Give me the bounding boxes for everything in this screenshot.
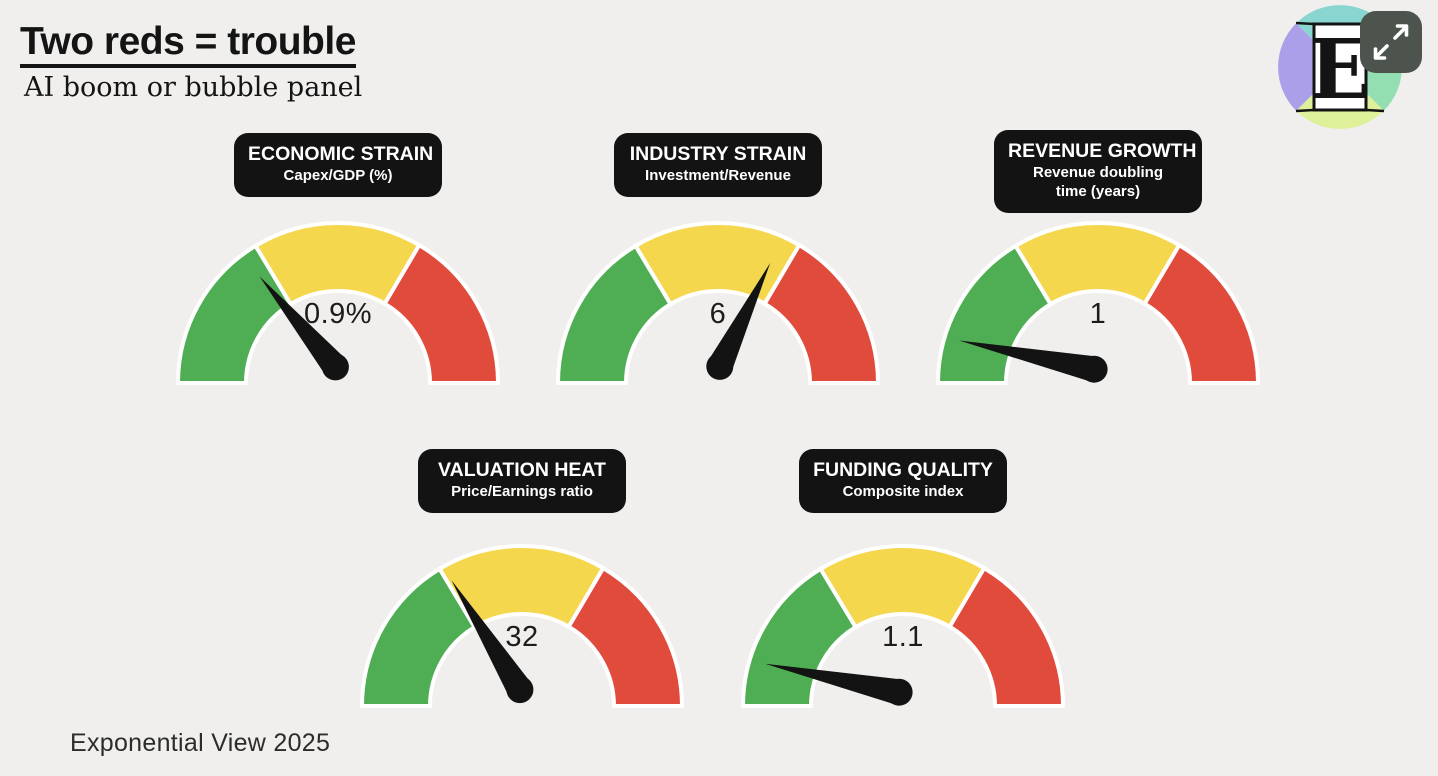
- gauge-segment-red: [1142, 243, 1260, 385]
- gauge-value: 1: [1089, 298, 1107, 330]
- footer-credit: Exponential View 2025: [70, 729, 331, 757]
- page-subtitle: AI boom or bubble panel: [24, 72, 363, 103]
- gauge-needle: [451, 580, 531, 697]
- gauge-title: VALUATION HEAT: [438, 459, 606, 481]
- gauge-needle-hub: [1080, 355, 1108, 383]
- gauge-needle: [765, 663, 902, 705]
- expand-icon: [1373, 24, 1409, 60]
- gauge-needle: [259, 276, 346, 376]
- gauge-value: 1.1: [882, 621, 924, 653]
- gauge-title: ECONOMIC STRAIN: [248, 143, 434, 165]
- gauge-value: 0.9%: [303, 298, 373, 330]
- gauge-needle-hub: [885, 678, 913, 706]
- gauge-dial: [926, 211, 1270, 402]
- gauge-dial: [731, 534, 1075, 725]
- gauge-label-pill: VALUATION HEAT Price/Earnings ratio: [418, 449, 626, 513]
- gauge-label-pill: INDUSTRY STRAIN Investment/Revenue: [614, 133, 822, 197]
- gauge-segment-red: [762, 243, 880, 385]
- gauge-title: INDUSTRY STRAIN: [629, 143, 807, 165]
- expand-button[interactable]: [1360, 11, 1422, 73]
- gauge-needle-hub: [321, 353, 349, 381]
- gauge-subtitle: Revenue doubling time (years): [1032, 164, 1163, 200]
- gauge-needle-hub: [506, 676, 534, 704]
- gauge-label-pill: REVENUE GROWTH Revenue doubling time (yea…: [994, 130, 1202, 213]
- gauge-label-pill: FUNDING QUALITY Composite index: [799, 449, 1007, 513]
- gauge-subtitle: Investment/Revenue: [645, 167, 791, 184]
- gauge-subtitle: Composite index: [842, 483, 964, 500]
- gauge-title: FUNDING QUALITY: [813, 459, 993, 481]
- gauge-dial: [546, 211, 890, 402]
- gauge-value: 6: [709, 298, 727, 330]
- gauge-label-pill: ECONOMIC STRAIN Capex/GDP (%): [234, 133, 442, 197]
- page-title: Two reds = trouble: [20, 22, 356, 68]
- gauge-title: REVENUE GROWTH: [1008, 140, 1197, 162]
- gauge-needle: [959, 340, 1097, 382]
- gauge-value: 32: [505, 621, 539, 653]
- gauge-segment-red: [947, 566, 1065, 708]
- gauge-segment-red: [566, 566, 684, 708]
- gauge-needle: [708, 263, 771, 373]
- gauge-subtitle: Capex/GDP (%): [283, 167, 393, 184]
- gauge-dial: [166, 211, 510, 402]
- gauge-segment-red: [382, 243, 500, 385]
- gauge-needle-hub: [706, 352, 734, 380]
- gauge-subtitle: Price/Earnings ratio: [451, 483, 593, 500]
- gauge-dial: [350, 534, 694, 725]
